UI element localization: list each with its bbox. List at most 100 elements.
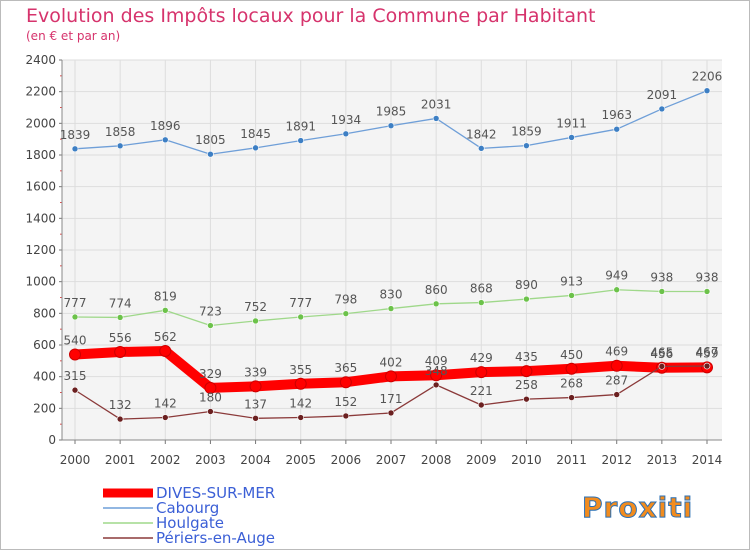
data-point [297, 414, 305, 421]
data-label: 949 [605, 269, 628, 283]
data-label: 1896 [150, 119, 181, 133]
data-point [703, 87, 711, 95]
data-label: 774 [109, 296, 132, 310]
data-point [523, 295, 530, 303]
data-label: 355 [289, 363, 312, 377]
data-point [432, 300, 440, 308]
data-point [342, 412, 350, 420]
legend: DIVES-SUR-MERCabourgHoulgatePériers-en-A… [103, 484, 275, 547]
data-point [339, 376, 352, 389]
data-point [385, 370, 397, 383]
data-point [613, 391, 621, 398]
data-point [568, 292, 575, 299]
data-label: 180 [199, 391, 222, 405]
data-point [477, 299, 485, 306]
data-point [613, 125, 621, 133]
data-label: 938 [650, 270, 673, 284]
legend-label: Cabourg [156, 499, 219, 517]
data-point [252, 415, 259, 422]
data-label: 329 [199, 367, 222, 381]
x-tick-label: 2009 [466, 453, 497, 467]
data-label: 221 [470, 384, 493, 398]
data-point [207, 408, 214, 415]
data-label: 868 [470, 282, 493, 296]
data-point [568, 394, 575, 401]
x-tick-label: 2008 [421, 453, 452, 467]
data-label: 465 [650, 345, 673, 359]
y-tick-label: 1800 [25, 148, 56, 162]
data-label: 142 [154, 397, 177, 411]
y-tick-label: 600 [33, 338, 56, 352]
data-label: 556 [109, 331, 132, 345]
data-label: 171 [380, 392, 403, 406]
data-point [387, 305, 395, 312]
legend-label: Houlgate [156, 514, 224, 532]
data-label: 1963 [601, 108, 632, 122]
data-point [387, 122, 395, 130]
data-point [69, 348, 81, 361]
data-point [477, 401, 485, 409]
data-point [342, 310, 350, 317]
data-label: 435 [515, 350, 538, 364]
legend-label: DIVES-SUR-MER [156, 484, 275, 502]
data-point [523, 395, 530, 403]
data-point [252, 317, 259, 325]
data-point [204, 381, 217, 394]
data-label: 830 [380, 288, 403, 302]
data-label: 2206 [692, 70, 723, 84]
data-point [161, 307, 169, 314]
data-point [207, 322, 214, 329]
legend-label: Périers-en-Auge [156, 529, 275, 547]
data-label: 1839 [60, 128, 91, 142]
x-tick-label: 2012 [601, 453, 632, 467]
data-label: 258 [515, 378, 538, 392]
data-label: 142 [289, 397, 312, 411]
y-tick-label: 1400 [25, 211, 56, 225]
data-label: 348 [425, 364, 448, 378]
data-point [252, 144, 259, 152]
data-label: 723 [199, 305, 222, 319]
data-point [71, 145, 79, 153]
y-tick-label: 1000 [25, 275, 56, 289]
data-point [342, 130, 350, 138]
x-tick-label: 2007 [376, 453, 407, 467]
proxiti-logo: Proxiti [582, 491, 693, 525]
data-point [523, 142, 530, 149]
x-tick-label: 2004 [240, 453, 271, 467]
axes: 0 200 400 600 800 1000 1200 1400 1600 1800 2000 220… [25, 53, 722, 467]
x-tick-label: 2013 [647, 453, 678, 467]
series-dives-sur-mer: 540 556 562 329 339 355 365 402 409 429 435 450 469 4… [64, 330, 718, 394]
data-label: 1911 [556, 116, 587, 130]
data-label: 469 [605, 345, 628, 359]
data-point [432, 381, 440, 389]
chart-title: Evolution des Impôts locaux pour la Comm… [26, 5, 596, 27]
series-cabourg: 1839 1858 1896 1805 1845 1891 1934 1985 2031 1842… [60, 70, 723, 158]
data-point [297, 313, 305, 321]
data-point [430, 369, 443, 382]
data-label: 152 [334, 395, 357, 409]
data-label: 365 [334, 361, 357, 375]
data-label: 456 [650, 347, 673, 361]
data-label: 409 [425, 354, 448, 368]
x-tick-label: 2010 [511, 453, 542, 467]
series-layer: 1839 1858 1896 1805 1845 1891 1934 1985 2031 1842… [60, 70, 723, 423]
x-tick-label: 2011 [556, 453, 587, 467]
grid-lines [62, 59, 722, 441]
y-tick-label: 1200 [25, 243, 56, 257]
x-tick-label: 2014 [692, 453, 723, 467]
series-p-riers-en-auge: 315 132 142 180 137 142 152 171 348 221 258 268 287 4… [64, 345, 719, 423]
series-houlgate: 777 774 819 723 752 777 798 830 860 868 890 913 949 9… [64, 269, 718, 329]
x-tick-label: 2003 [195, 453, 226, 467]
data-point [658, 105, 666, 113]
x-tick-label: 2005 [285, 453, 316, 467]
data-point [116, 142, 124, 150]
data-label: 777 [289, 296, 312, 310]
y-tick-label: 200 [33, 401, 56, 415]
data-label: 2031 [421, 97, 452, 111]
data-point [658, 288, 666, 295]
data-point [568, 134, 575, 141]
y-tick-label: 1600 [25, 180, 56, 194]
data-point [477, 145, 485, 152]
data-label: 467 [696, 345, 719, 359]
